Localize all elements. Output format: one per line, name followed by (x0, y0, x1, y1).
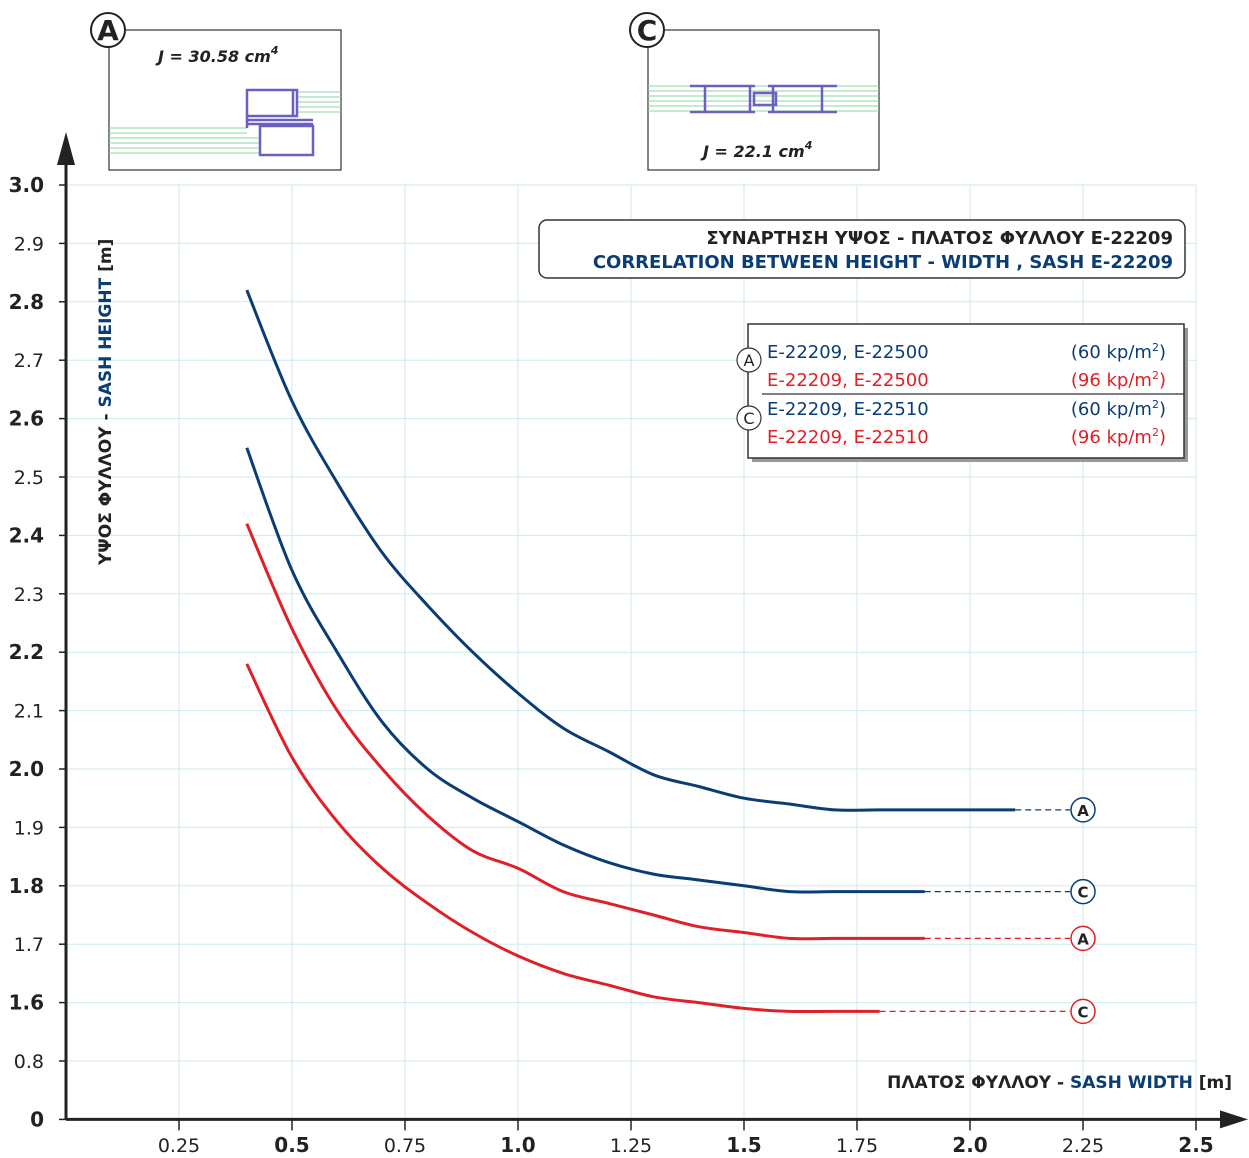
x-tick-label: 1.5 (726, 1133, 761, 1157)
series-end-label: A (1077, 802, 1089, 820)
x-axis-arrow (1220, 1110, 1248, 1129)
x-tick-label: 2.25 (1062, 1135, 1104, 1157)
section-a-formula: J = 30.58 cm4 (155, 44, 279, 66)
series-end-marker (1070, 878, 1096, 905)
chart-title: ΣΥΝΑΡΤΗΣΗ ΥΨΟΣ - ΠΛΑΤΟΣ ΦΥΛΛΟΥ E-22209 (706, 228, 1173, 249)
x-tick-label: 0.25 (158, 1135, 200, 1157)
svg-text:C: C (743, 409, 754, 428)
legend-item-name: E-22209, E-22510 (767, 427, 929, 448)
legend-item-name: E-22209, E-22510 (767, 399, 929, 420)
section-a-drawing: A J = 30.58 cm4 (90, 12, 342, 171)
x-tick-label: 2.0 (952, 1133, 987, 1157)
y-tick-label: 2.6 (9, 407, 44, 431)
y-tick-label: 2.3 (14, 584, 44, 606)
y-tick-label: 3.0 (9, 173, 44, 197)
y-tick-label: 0.8 (14, 1051, 44, 1073)
x-tick-label: 2.5 (1178, 1133, 1213, 1157)
y-tick-label: 2.7 (14, 350, 44, 372)
series-end-marker (1070, 925, 1096, 952)
section-c-drawing: C J = 22.1 cm4 (629, 12, 880, 171)
legend-item-load: (60 kp/m2) (1071, 398, 1166, 420)
y-tick-label: 1.8 (9, 874, 44, 898)
legend-item-name: E-22209, E-22500 (767, 342, 929, 363)
legend-item-name: E-22209, E-22500 (767, 370, 929, 391)
series-end-marker (1070, 797, 1096, 823)
x-axis-label: ΠΛΑΤΟΣ ΦΥΛΛΟΥ - SASH WIDTH [m] (887, 1073, 1232, 1093)
y-axis-label: ΥΨΟΣ ΦΥΛΛΟΥ - SASH HEIGHT [m] (96, 239, 116, 566)
y-tick-label: 2.5 (14, 467, 44, 489)
legend-item-load: (96 kp/m2) (1071, 369, 1166, 391)
series-line (245, 289, 1016, 812)
series-line (245, 663, 880, 1014)
section-a-badge: A (97, 14, 119, 47)
grid (66, 184, 1197, 1120)
legend: A C E-22209, E-22500 (60 kp/m2) E-22209,… (736, 323, 1188, 462)
axes (57, 132, 1248, 1129)
y-tick-label: 2.9 (14, 233, 44, 255)
y-tick-label: 2.0 (9, 757, 44, 781)
series-line (245, 447, 925, 894)
series-end-label: C (1077, 884, 1088, 902)
y-tick-label: 2.1 (14, 701, 44, 723)
x-tick-label: 0.75 (384, 1135, 426, 1157)
legend-item-load: (60 kp/m2) (1071, 341, 1166, 363)
series-end-label: A (1077, 930, 1089, 948)
y-tick-label: 1.6 (9, 991, 44, 1015)
legend-badge-c: C (736, 405, 762, 431)
y-tick-label: 0 (30, 1107, 44, 1131)
svg-text:A: A (744, 351, 755, 370)
y-tick-label: 2.2 (9, 640, 44, 664)
x-tick-label: 1.75 (836, 1135, 878, 1157)
ticks: 3.0 2.9 2.8 2.7 2.6 2.5 2.4 2.3 2.2 2.1 2.0 1.9 1.8 1… (9, 173, 1214, 1157)
series-end-marker (1070, 998, 1096, 1025)
y-tick-label: 1.9 (14, 817, 44, 839)
series-lines: A A C C (245, 289, 1096, 1025)
series-line (245, 523, 925, 941)
x-tick-label: 0.5 (274, 1133, 309, 1157)
y-tick-label: 1.7 (14, 934, 44, 956)
y-tick-label: 2.4 (9, 523, 44, 547)
x-tick-label: 1.0 (500, 1133, 535, 1157)
legend-badge-a: A (736, 347, 762, 373)
x-tick-label: 1.25 (610, 1135, 652, 1157)
section-c-badge: C (637, 14, 658, 47)
chart-subtitle: CORRELATION BETWEEN HEIGHT - WIDTH , SAS… (593, 252, 1173, 273)
y-axis-arrow (57, 132, 75, 165)
legend-item-load: (96 kp/m2) (1071, 426, 1166, 448)
title-box: ΣΥΝΑΡΤΗΣΗ ΥΨΟΣ - ΠΛΑΤΟΣ ΦΥΛΛΟΥ E-22209 C… (538, 219, 1186, 279)
y-tick-label: 2.8 (9, 290, 44, 314)
section-c-formula: J = 22.1 cm4 (700, 139, 812, 161)
series-end-label: C (1077, 1003, 1088, 1021)
